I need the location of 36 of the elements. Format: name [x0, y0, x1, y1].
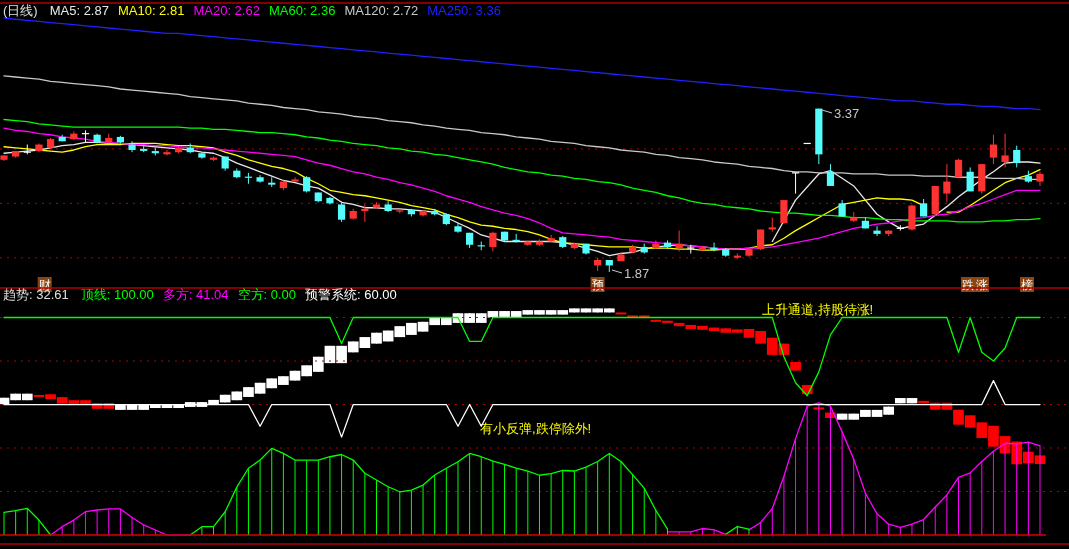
text: 空方: 0.00	[237, 287, 297, 302]
candlestick	[291, 176, 299, 183]
candlestick	[163, 149, 171, 156]
text: MA60: 2.36	[268, 3, 336, 18]
candlestick	[1001, 133, 1009, 168]
candlestick	[337, 200, 346, 223]
price-note: 1.87	[611, 266, 650, 281]
series-label: 顶线: 100.00	[80, 287, 154, 302]
text: 预警系统: 60.00	[305, 287, 397, 302]
price-note: 3.37	[821, 106, 860, 121]
candlestick	[943, 163, 951, 203]
candlestick	[873, 225, 881, 237]
text: MA120: 2.72	[344, 3, 419, 18]
candlestick	[989, 134, 998, 165]
annotation: 上升通道,持股待涨!	[762, 302, 874, 317]
candlestick	[908, 203, 916, 232]
candlestick	[710, 242, 718, 252]
candlestick	[826, 163, 835, 187]
annotation: 3.37	[834, 106, 860, 121]
candlestick	[675, 230, 683, 252]
text: MA5: 2.87	[49, 3, 109, 18]
text: MA250: 3.36	[427, 3, 501, 18]
candlestick	[954, 158, 963, 179]
candlestick	[652, 239, 660, 250]
annotation: 1.87	[624, 266, 650, 281]
text: MA10: 2.81	[117, 3, 185, 18]
text: MA20: 2.62	[193, 3, 260, 18]
candlestick	[1013, 145, 1021, 168]
annotation: 有小反弹,跌停除外!	[480, 421, 592, 436]
candlestick	[489, 231, 497, 252]
candlestick	[791, 172, 800, 195]
candlestick	[128, 140, 136, 153]
chart-title: (日线)	[3, 3, 38, 18]
candlestick	[780, 199, 788, 225]
text: 多方: 41.04	[162, 287, 229, 302]
candlestick	[547, 234, 555, 244]
